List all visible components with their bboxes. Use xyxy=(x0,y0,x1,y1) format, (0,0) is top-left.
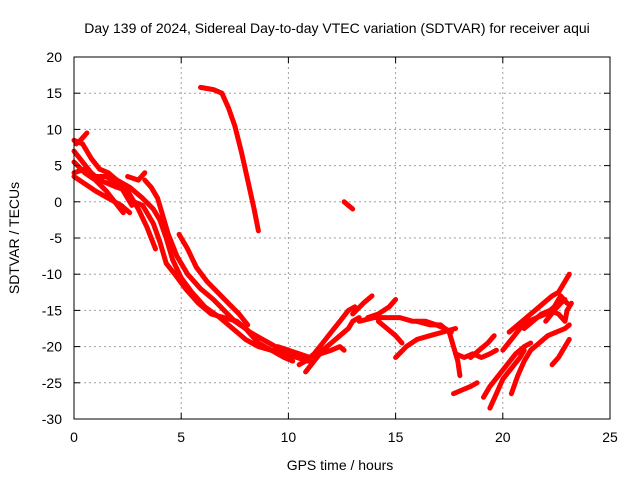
y-tick-label: 5 xyxy=(54,158,62,174)
series-track-8 xyxy=(125,170,148,183)
x-tick-label: 5 xyxy=(177,429,185,445)
series-track-16 xyxy=(350,293,375,317)
series-track-10 xyxy=(176,231,251,328)
x-tick-label: 0 xyxy=(70,429,78,445)
series-track-24 xyxy=(468,333,497,360)
series-layer xyxy=(71,84,574,411)
y-tick-label: -20 xyxy=(42,339,62,355)
series-track-2 xyxy=(71,148,158,252)
series-track-28 xyxy=(506,271,572,335)
series-track-32 xyxy=(549,336,572,368)
y-tick-label: -25 xyxy=(42,375,62,391)
y-tick-label: 0 xyxy=(54,194,62,210)
series-track-5 xyxy=(71,174,133,216)
y-axis-label: SDTVAR / TECUs xyxy=(6,182,22,294)
y-tick-label: -15 xyxy=(42,302,62,318)
series-track-14 xyxy=(303,315,362,375)
x-tick-label: 10 xyxy=(281,429,297,445)
series-track-26 xyxy=(487,347,527,411)
series-track-29 xyxy=(508,322,572,397)
y-tick-label: -30 xyxy=(42,411,62,427)
y-tick-label: 10 xyxy=(46,121,62,137)
plot-frame xyxy=(73,56,611,420)
series-track-22 xyxy=(451,380,480,397)
series-track-9 xyxy=(142,177,296,364)
x-tick-label: 15 xyxy=(388,429,404,445)
series-track-31 xyxy=(543,297,568,324)
y-tick-label: 15 xyxy=(46,85,62,101)
series-track-7 xyxy=(73,130,90,147)
axis-layer: -30 -25 -20 -15 -10 -5 0 5 10 15 20 0 5 10 15 20 25 xyxy=(42,49,618,445)
series-track-19 xyxy=(375,318,405,346)
series-track-15 xyxy=(341,199,356,212)
series-track-23 xyxy=(453,347,499,360)
y-tick-label: -5 xyxy=(50,230,63,246)
series-track-25 xyxy=(481,340,534,400)
x-tick-label: 20 xyxy=(495,429,511,445)
x-axis-label: GPS time / hours xyxy=(287,457,394,473)
series-track-13 xyxy=(296,304,358,368)
y-tick-label: 20 xyxy=(46,49,62,65)
series-track-21 xyxy=(414,318,463,379)
series-track-18 xyxy=(365,297,399,321)
grid-layer xyxy=(74,57,610,419)
x-tick-label: 25 xyxy=(602,429,618,445)
series-track-11 xyxy=(198,84,261,234)
y-tick-label: -10 xyxy=(42,266,62,282)
chart-title: Day 139 of 2024, Sidereal Day-to-day VTE… xyxy=(84,20,590,36)
